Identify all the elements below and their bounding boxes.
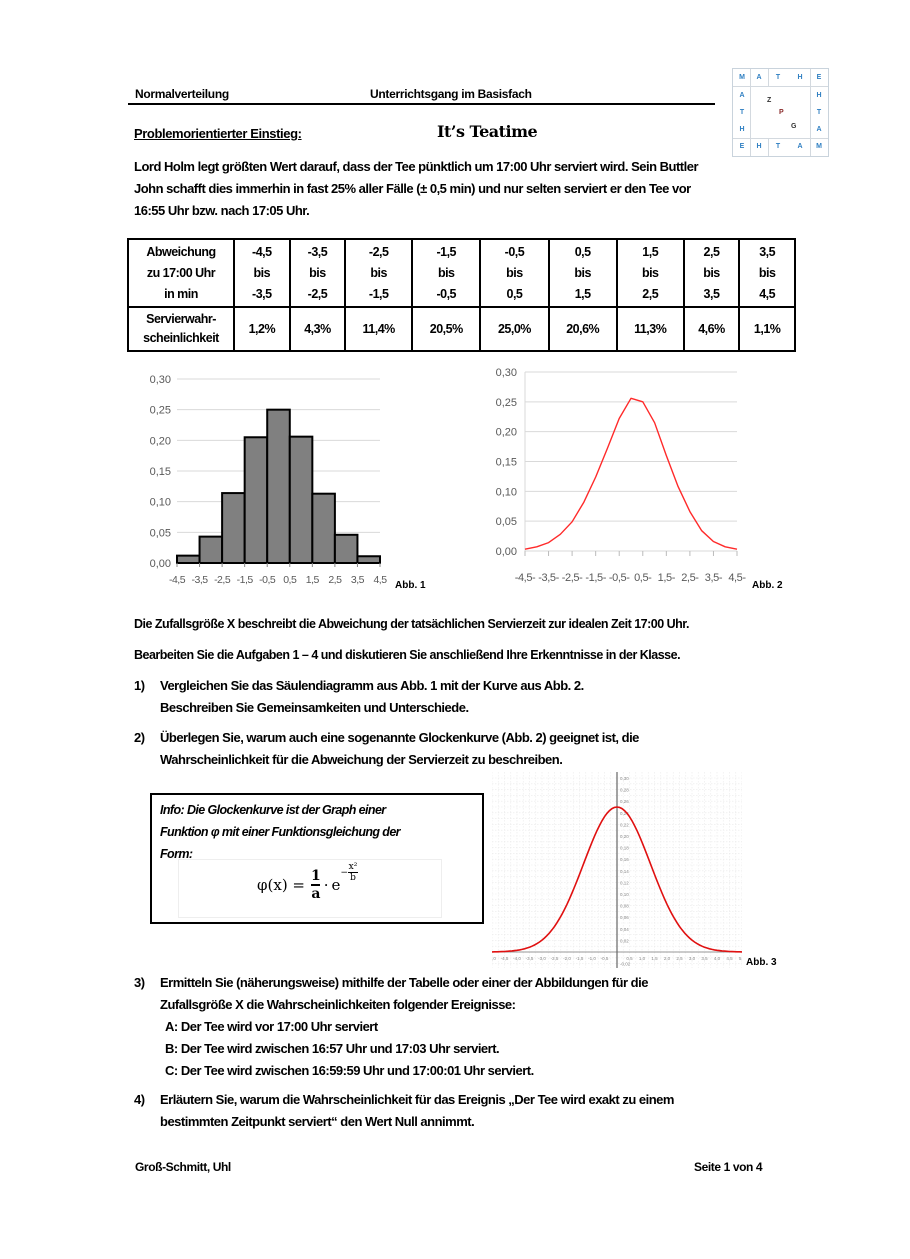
- svg-text:4,0: 4,0: [714, 956, 721, 961]
- description-line: Die Zufallsgröße X beschreibt die Abweic…: [134, 617, 689, 631]
- header-topic: Normalverteilung: [135, 87, 229, 101]
- svg-text:-0,5-: -0,5-: [609, 572, 630, 584]
- svg-text:-1,0: -1,0: [588, 956, 596, 961]
- svg-text:0,12: 0,12: [620, 880, 629, 885]
- caption-abb-1: Abb. 1: [395, 580, 426, 591]
- svg-text:0,08: 0,08: [620, 904, 629, 909]
- svg-text:0,5: 0,5: [626, 956, 633, 961]
- svg-text:-2,5-: -2,5-: [562, 572, 583, 584]
- section-label: Problemorientierter Einstieg:: [134, 126, 302, 141]
- svg-text:2,5-: 2,5-: [681, 572, 699, 584]
- svg-text:0,14: 0,14: [620, 869, 629, 874]
- task-4: 4) Erläutern Sie, warum die Wahrscheinli…: [134, 1092, 674, 1129]
- svg-text:3,0: 3,0: [689, 956, 696, 961]
- svg-text:4,5: 4,5: [726, 956, 733, 961]
- svg-text:0,15: 0,15: [496, 457, 517, 469]
- svg-text:-4,5-: -4,5-: [515, 572, 536, 584]
- task-1: 1) Vergleichen Sie das Säulendiagramm au…: [134, 678, 584, 715]
- svg-text:3,5: 3,5: [351, 574, 365, 586]
- svg-text:0,06: 0,06: [620, 915, 629, 920]
- bell-curve-chart: 0,00 0,05 0,10 0,15 0,20 0,25 0,30 -4,5- -3,5- -2…: [472, 358, 750, 592]
- svg-text:0,5-: 0,5-: [634, 572, 652, 584]
- svg-text:0,10: 0,10: [150, 497, 171, 509]
- svg-text:3,5-: 3,5-: [705, 572, 723, 584]
- task-2: 2) Überlegen Sie, warum auch eine sogena…: [134, 730, 639, 767]
- svg-text:-1,5: -1,5: [237, 574, 254, 586]
- svg-text:4,5: 4,5: [373, 574, 387, 586]
- svg-text:2,5: 2,5: [676, 956, 683, 961]
- header-course: Unterrichtsgang im Basisfach: [370, 87, 532, 101]
- svg-text:0,05: 0,05: [496, 516, 517, 528]
- page-title: It’s Teatime: [437, 122, 538, 141]
- svg-text:-0,02: -0,02: [620, 962, 631, 967]
- svg-text:0,18: 0,18: [620, 846, 629, 851]
- svg-text:2,5: 2,5: [328, 574, 342, 586]
- svg-text:0,30: 0,30: [620, 776, 629, 781]
- svg-text:-1,5: -1,5: [576, 956, 584, 961]
- info-box: Info: Die Glockenkurve ist der Graph ein…: [150, 793, 484, 924]
- svg-text:5,0: 5,0: [739, 956, 742, 961]
- intro-paragraph: Lord Holm legt größten Wert darauf, dass…: [134, 159, 699, 218]
- mathe-logo: M A T H E A T H H T A Z P G E H T A M: [732, 68, 829, 157]
- svg-text:0,28: 0,28: [620, 788, 629, 793]
- svg-text:1,5: 1,5: [306, 574, 320, 586]
- svg-text:-4,5: -4,5: [501, 956, 509, 961]
- svg-text:-1,5-: -1,5-: [585, 572, 606, 584]
- svg-text:0,20: 0,20: [496, 427, 517, 439]
- footer-authors: Groß-Schmitt, Uhl: [135, 1160, 231, 1174]
- bell-curve-grid-chart: -0,02 0,02 0,04 0,06 0,08 0,10 0,12 0,14 0,16 0,1…: [492, 772, 742, 968]
- event-b: B: Der Tee wird zwischen 16:57 Uhr und 1…: [165, 1041, 500, 1056]
- svg-text:-2,5: -2,5: [551, 956, 559, 961]
- svg-text:-2,0: -2,0: [563, 956, 571, 961]
- svg-text:0,00: 0,00: [496, 546, 517, 558]
- svg-text:1,5: 1,5: [651, 956, 658, 961]
- instruction-line: Bearbeiten Sie die Aufgaben 1 – 4 und di…: [134, 648, 681, 662]
- svg-text:0,10: 0,10: [496, 486, 517, 498]
- svg-text:0,20: 0,20: [620, 834, 629, 839]
- histogram-chart: 0,00 0,05 0,10 0,15 0,20 0,25 0,30 -4,5 -3,5 -2,5…: [133, 362, 392, 592]
- svg-text:0,26: 0,26: [620, 799, 629, 804]
- table-row-probabilities: Servierwahr-scheinlichkeit 1,2% 4,3% 11,…: [127, 306, 796, 352]
- svg-text:-0,5: -0,5: [259, 574, 276, 586]
- svg-text:0,25: 0,25: [496, 397, 517, 409]
- svg-text:0,20: 0,20: [150, 435, 171, 447]
- svg-text:3,5: 3,5: [701, 956, 708, 961]
- svg-text:0,22: 0,22: [620, 822, 629, 827]
- svg-text:0,04: 0,04: [620, 927, 629, 932]
- event-c: C: Der Tee wird zwischen 16:59:59 Uhr un…: [165, 1063, 534, 1078]
- svg-text:0,16: 0,16: [620, 857, 629, 862]
- svg-text:0,24: 0,24: [620, 811, 629, 816]
- probability-table: Abweichung zu 17:00 Uhr in min -4,5 bis -3,5…: [127, 238, 796, 352]
- svg-text:0,02: 0,02: [620, 938, 629, 943]
- svg-text:0,25: 0,25: [150, 405, 171, 417]
- svg-text:0,5: 0,5: [283, 574, 297, 586]
- svg-text:-4,5: -4,5: [169, 574, 186, 586]
- svg-text:-3,0: -3,0: [538, 956, 546, 961]
- footer-page-number: Seite 1 von 4: [694, 1160, 763, 1174]
- svg-text:-4,0: -4,0: [513, 956, 521, 961]
- svg-text:0,15: 0,15: [150, 466, 171, 478]
- svg-text:2,0: 2,0: [664, 956, 671, 961]
- table-row-intervals: Abweichung zu 17:00 Uhr in min -4,5 bis -3,5…: [127, 238, 796, 308]
- caption-abb-2: Abb. 2: [752, 580, 783, 591]
- svg-text:0,10: 0,10: [620, 892, 629, 897]
- svg-text:0,00: 0,00: [150, 558, 171, 570]
- caption-abb-3: Abb. 3: [746, 957, 777, 968]
- svg-text:1,5-: 1,5-: [658, 572, 676, 584]
- svg-text:4,5-: 4,5-: [728, 572, 746, 584]
- event-a: A: Der Tee wird vor 17:00 Uhr serviert: [165, 1019, 378, 1034]
- svg-text:-5,0: -5,0: [492, 956, 496, 961]
- svg-text:-3,5-: -3,5-: [538, 572, 559, 584]
- header-divider: [128, 103, 715, 105]
- svg-text:-0,5: -0,5: [601, 956, 609, 961]
- svg-text:0,30: 0,30: [150, 374, 171, 386]
- svg-text:1,0: 1,0: [639, 956, 646, 961]
- svg-text:-2,5: -2,5: [214, 574, 231, 586]
- svg-text:-3,5: -3,5: [192, 574, 209, 586]
- svg-text:-3,5: -3,5: [526, 956, 534, 961]
- formula-box: φ(x) = 1 a · e − x² b: [178, 859, 442, 918]
- task-3: 3) Ermitteln Sie (näherungsweise) mithil…: [134, 972, 648, 1082]
- svg-text:0,30: 0,30: [496, 367, 517, 379]
- svg-text:0,05: 0,05: [150, 527, 171, 539]
